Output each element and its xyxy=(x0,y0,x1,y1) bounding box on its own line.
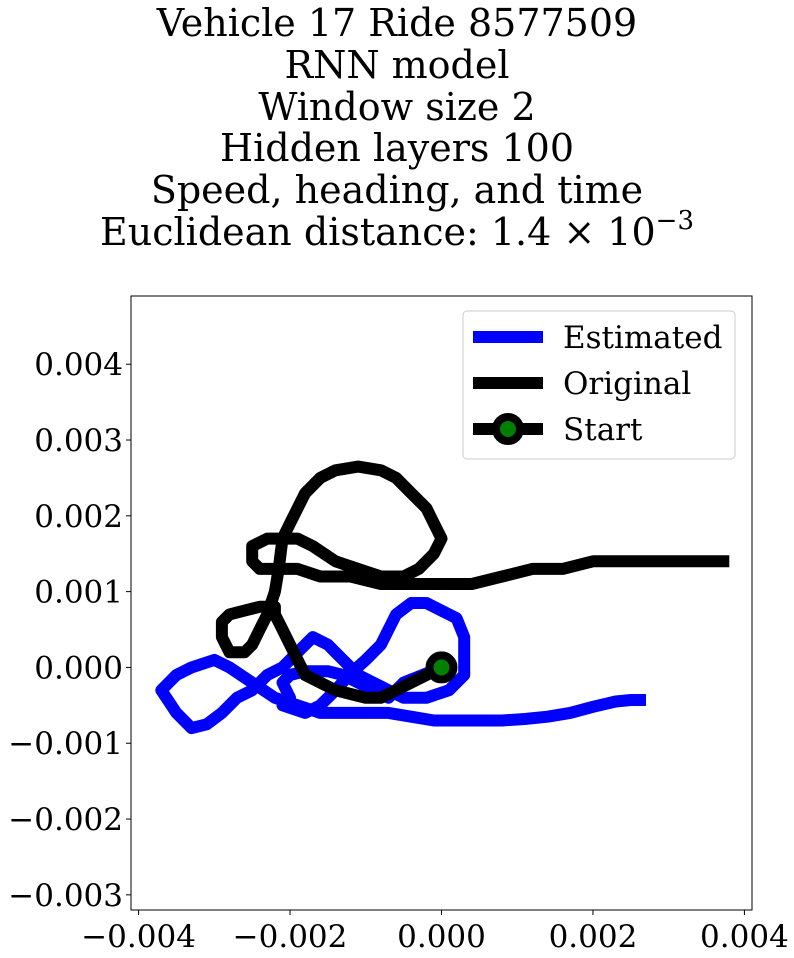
legend-label-estimated: Estimated xyxy=(563,320,722,356)
y-tick-label: 0.002 xyxy=(34,499,123,535)
start-marker xyxy=(425,651,458,684)
y-tick-label: 0.000 xyxy=(34,650,123,686)
x-tick-label: 0.004 xyxy=(700,919,789,955)
y-tick-label: −0.002 xyxy=(8,802,123,838)
title-line-1: RNN model xyxy=(284,43,509,87)
legend-box xyxy=(462,310,736,460)
y-tick-label: 0.003 xyxy=(34,423,123,459)
legend-start-marker xyxy=(492,413,524,445)
title-line-4: Speed, heading, and time xyxy=(151,168,643,212)
legend: Estimated Original Start xyxy=(462,310,736,460)
x-axis-ticks: −0.004 −0.002 0.000 0.002 0.004 xyxy=(81,910,789,955)
y-axis-ticks: 0.004 0.003 0.002 0.001 0.000 −0.001 −0.002 −0.… xyxy=(8,347,131,914)
y-tick-label: −0.001 xyxy=(8,726,123,762)
y-tick-label: 0.001 xyxy=(34,575,123,611)
y-tick-label: −0.003 xyxy=(8,878,123,914)
series-line-estimated xyxy=(155,597,646,735)
title-exponent: −3 xyxy=(656,206,694,236)
title-line-3: Hidden layers 100 xyxy=(220,126,574,170)
title-line-5: Euclidean distance: 1.4 × 10−3 xyxy=(100,206,694,254)
x-tick-label: −0.002 xyxy=(233,919,348,955)
series-layer xyxy=(155,460,730,735)
y-tick-label: 0.004 xyxy=(34,347,123,383)
legend-label-start: Start xyxy=(563,412,643,448)
x-tick-label: 0.000 xyxy=(397,919,486,955)
legend-label-original: Original xyxy=(563,366,691,402)
series-line-original xyxy=(215,460,730,704)
title-line-0: Vehicle 17 Ride 8577509 xyxy=(156,1,637,45)
x-tick-label: −0.004 xyxy=(81,919,196,955)
x-tick-label: 0.002 xyxy=(549,919,638,955)
title-line-2: Window size 2 xyxy=(258,85,535,129)
